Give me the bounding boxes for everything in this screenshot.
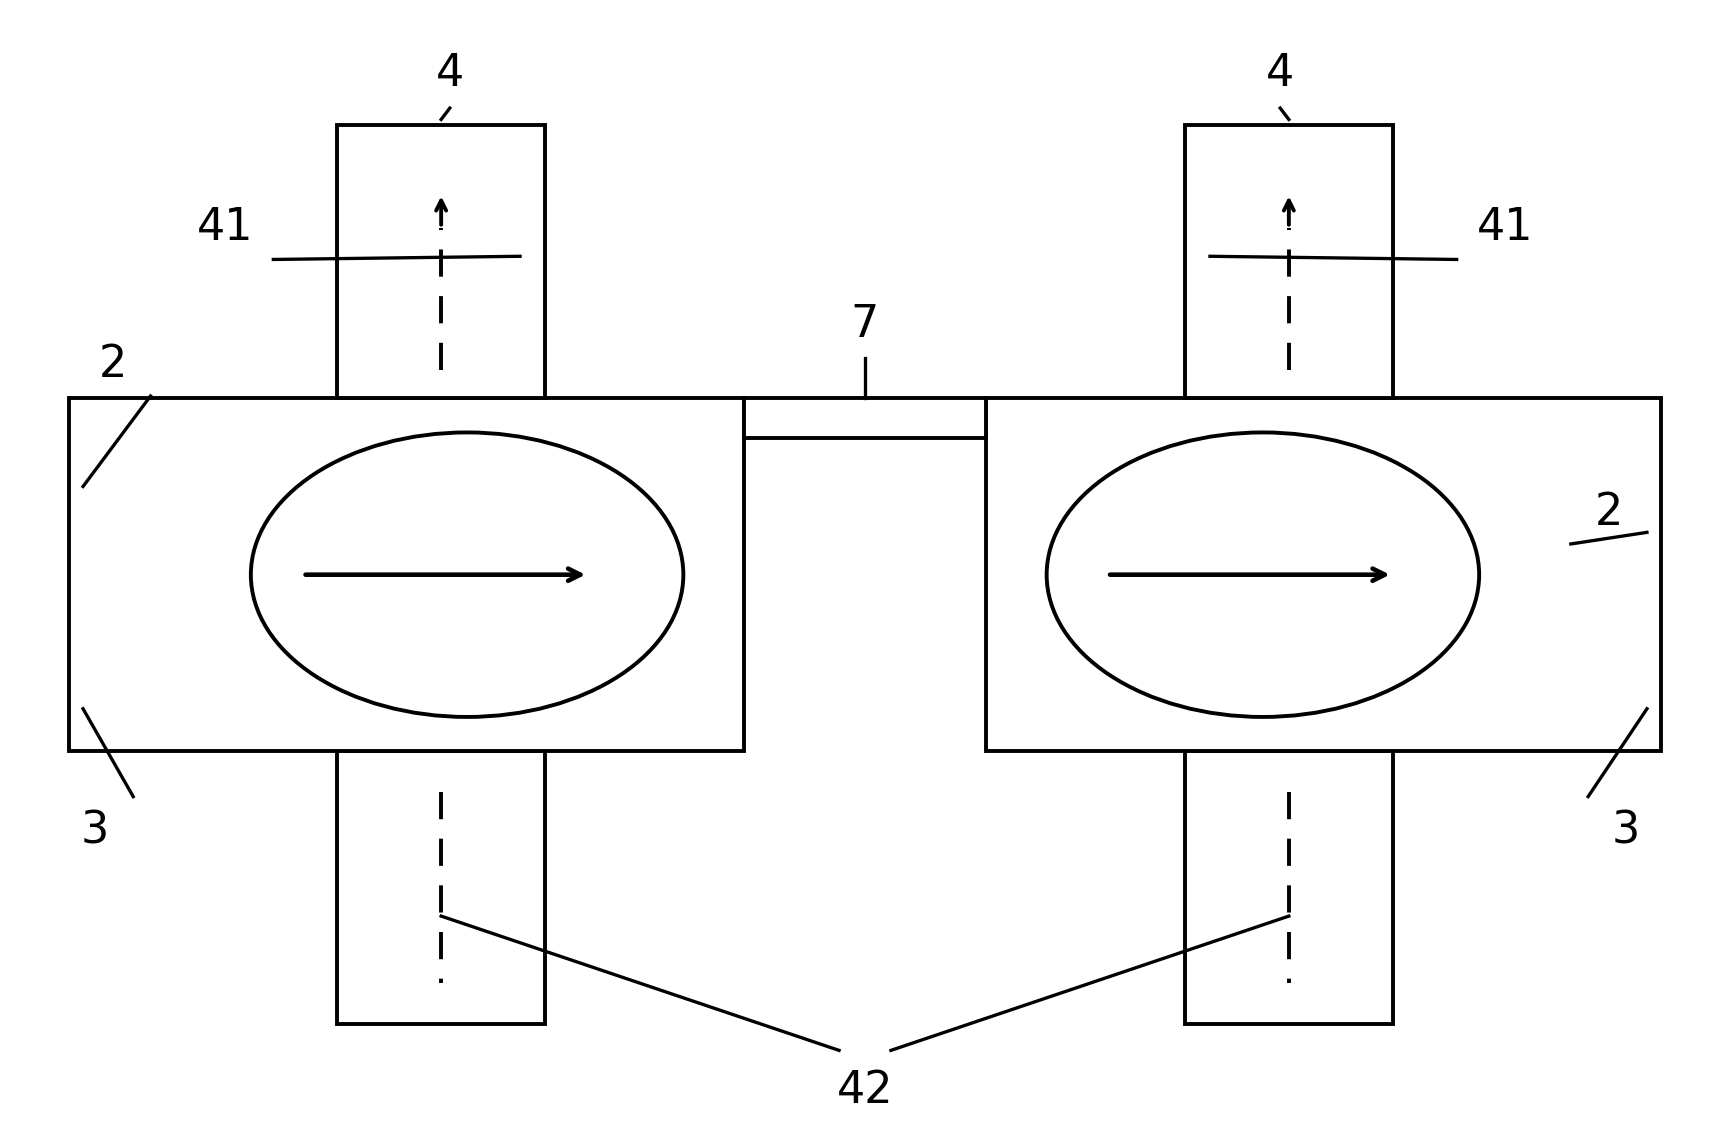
Text: 4: 4 [436,52,464,96]
Bar [69,398,744,751]
Text: 2: 2 [99,343,126,386]
Text: 4: 4 [1266,52,1294,96]
Bar [337,751,545,1024]
Bar [1185,125,1393,398]
Circle shape [1047,432,1479,717]
Bar [744,398,986,438]
Text: 2: 2 [1595,490,1623,534]
Bar [986,398,1661,751]
Bar [337,125,545,398]
Bar [1185,751,1393,1024]
Text: 42: 42 [837,1069,893,1112]
Text: 7: 7 [851,303,879,346]
Text: 41: 41 [197,206,253,249]
Text: 3: 3 [1612,809,1640,852]
Circle shape [251,432,683,717]
Text: 3: 3 [81,809,109,852]
Text: 41: 41 [1477,206,1533,249]
